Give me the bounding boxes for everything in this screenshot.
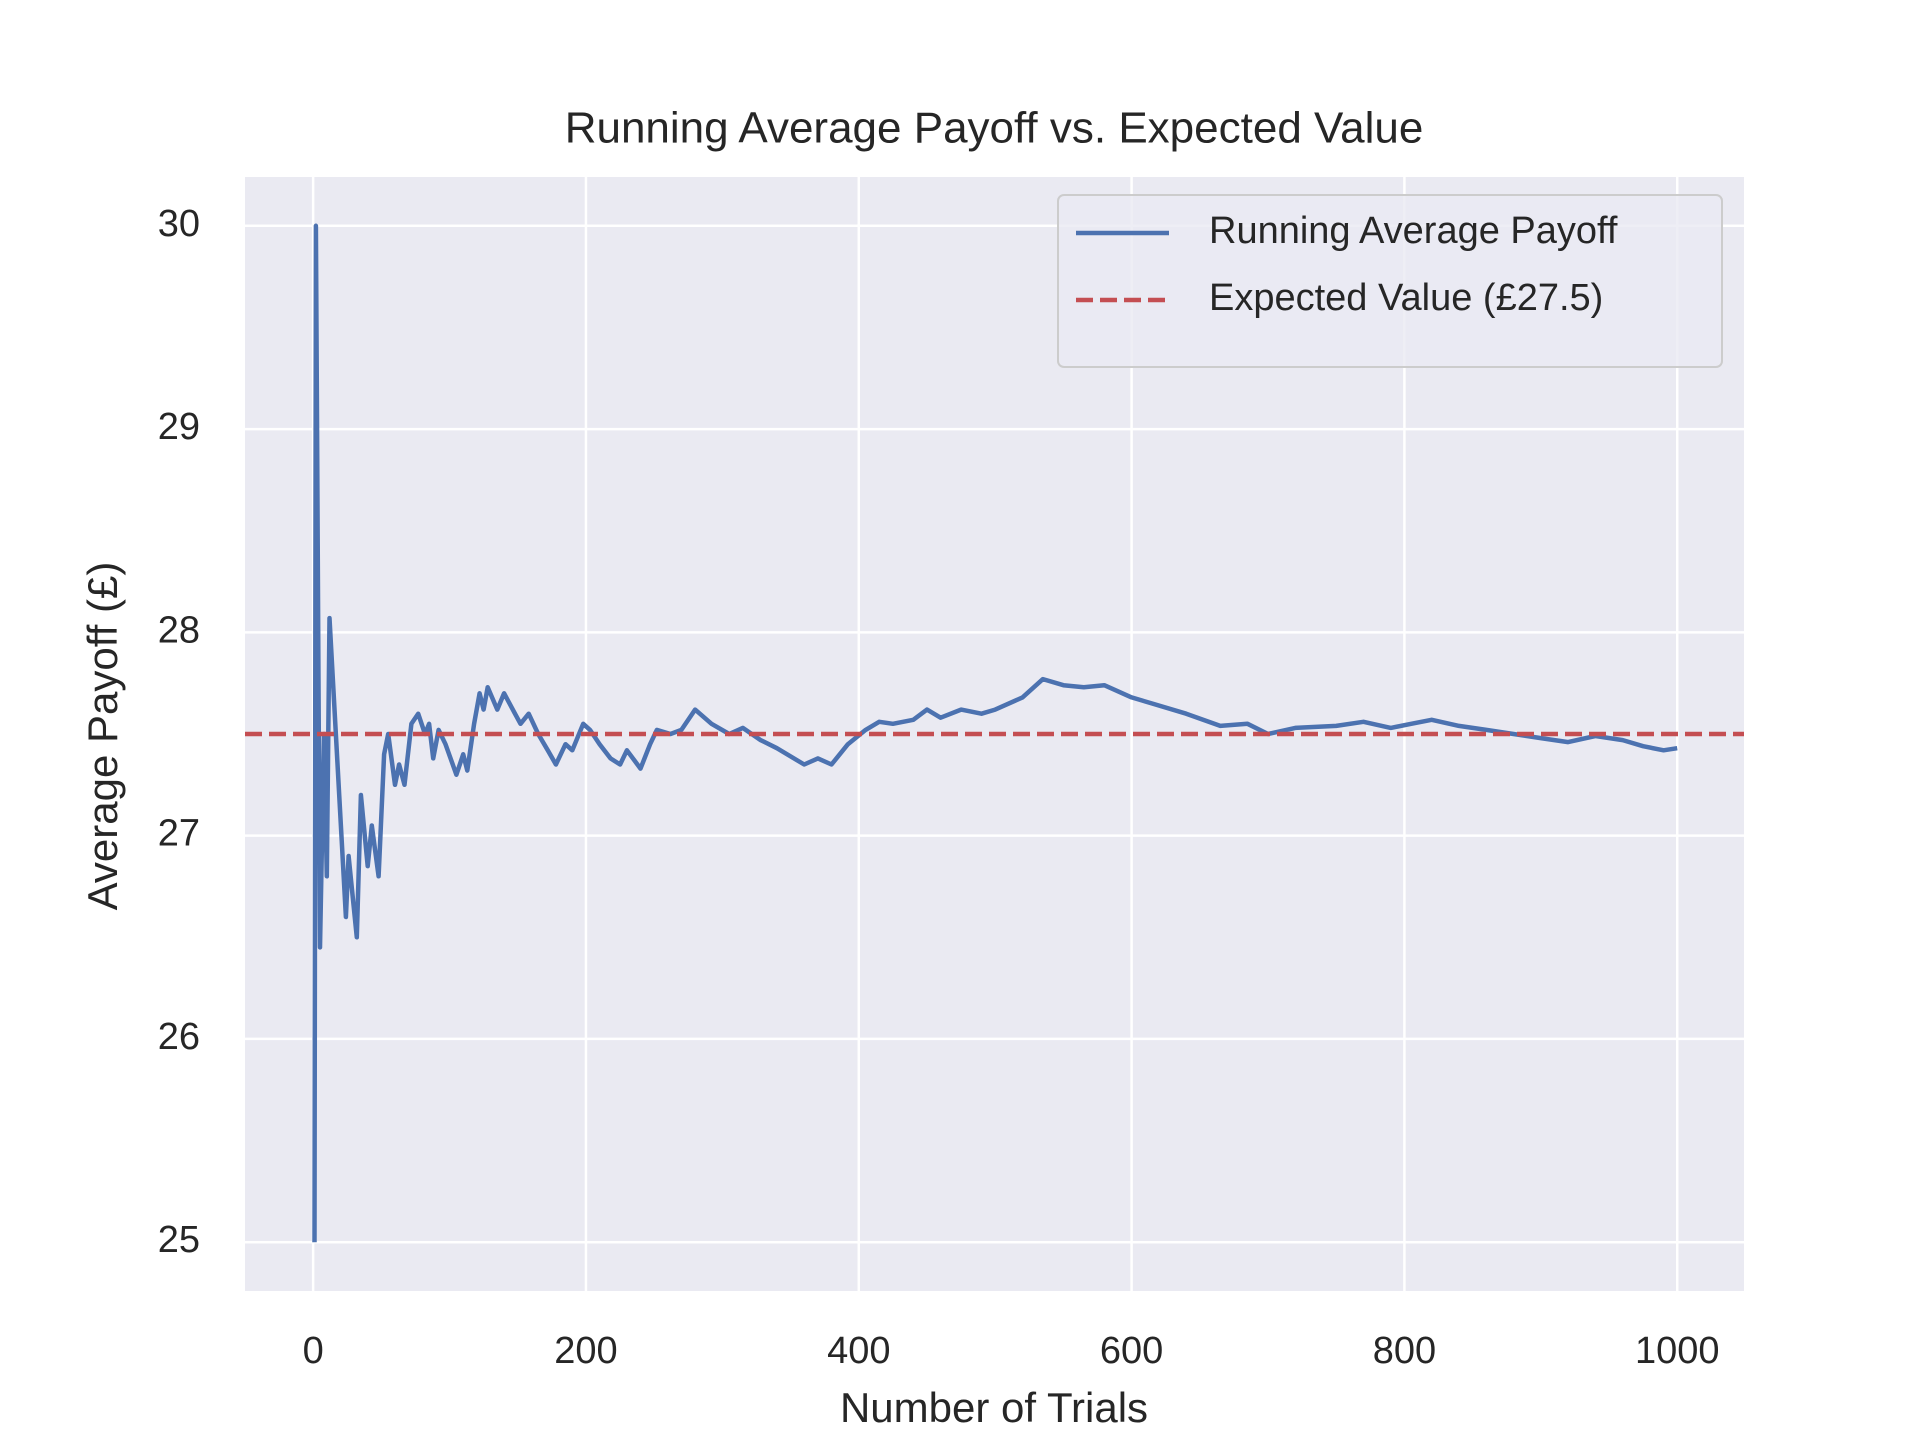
legend-box (1057, 194, 1723, 368)
y-tick-label: 26 (158, 1016, 200, 1058)
x-tick-label: 1000 (1635, 1330, 1720, 1372)
x-tick-label: 600 (1100, 1330, 1163, 1372)
y-tick-label: 30 (158, 203, 200, 245)
chart-title: Running Average Payoff vs. Expected Valu… (565, 104, 1424, 153)
y-tick-label: 25 (158, 1219, 200, 1261)
x-axis-label: Number of Trials (840, 1384, 1148, 1431)
legend-label: Running Average Payoff (1209, 210, 1618, 252)
x-tick-label: 800 (1373, 1330, 1436, 1372)
x-tick-label: 0 (303, 1330, 324, 1372)
data-line (312, 223, 1678, 1243)
y-tick-label: 27 (158, 813, 200, 855)
y-tick-label: 29 (158, 406, 200, 448)
y-tick-label: 28 (158, 609, 200, 651)
x-tick-label: 200 (554, 1330, 617, 1372)
x-tick-label: 400 (827, 1330, 890, 1372)
y-axis-label: Average Payoff (£) (79, 562, 126, 911)
legend-label: Expected Value (£27.5) (1209, 277, 1603, 319)
